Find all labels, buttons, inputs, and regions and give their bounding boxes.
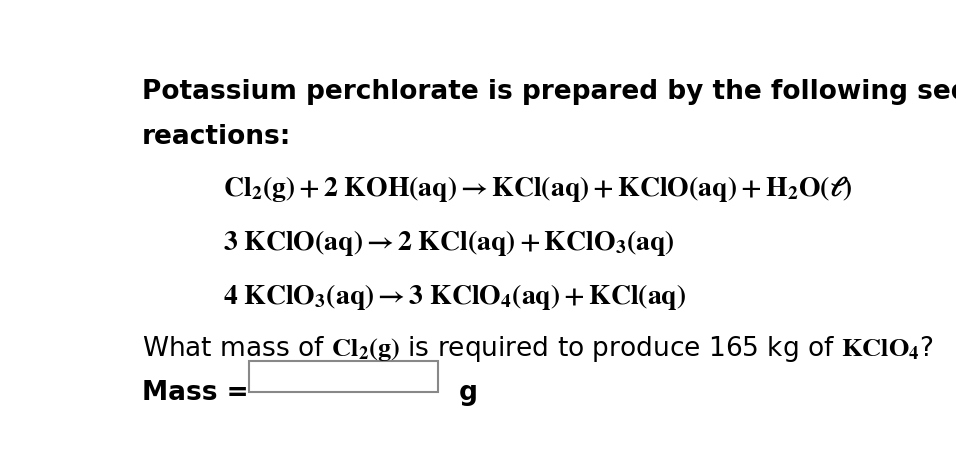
- Text: Mass =: Mass =: [141, 379, 257, 405]
- Text: $\mathbf{3\ KClO(aq) \rightarrow 2\ KCl(aq) + KClO_3(aq)}$: $\mathbf{3\ KClO(aq) \rightarrow 2\ KCl(…: [223, 228, 675, 258]
- Text: $\mathbf{Cl_2(g) + 2\ KOH(aq) \rightarrow KCl(aq) + KClO(aq) + H_2O(\ell)}$: $\mathbf{Cl_2(g) + 2\ KOH(aq) \rightarro…: [223, 174, 853, 204]
- Text: $\mathbf{4\ KClO_3(aq) \rightarrow 3\ KClO_4(aq) + KCl(aq)}$: $\mathbf{4\ KClO_3(aq) \rightarrow 3\ KC…: [223, 281, 686, 312]
- FancyBboxPatch shape: [250, 361, 438, 391]
- Text: g: g: [450, 379, 478, 405]
- Text: What mass of $\mathbf{Cl_2(g)}$ is required to produce 165 kg of $\mathbf{KClO_4: What mass of $\mathbf{Cl_2(g)}$ is requi…: [141, 334, 933, 364]
- Text: reactions:: reactions:: [141, 124, 291, 150]
- Text: Potassium perchlorate is prepared by the following sequence of: Potassium perchlorate is prepared by the…: [141, 78, 956, 104]
